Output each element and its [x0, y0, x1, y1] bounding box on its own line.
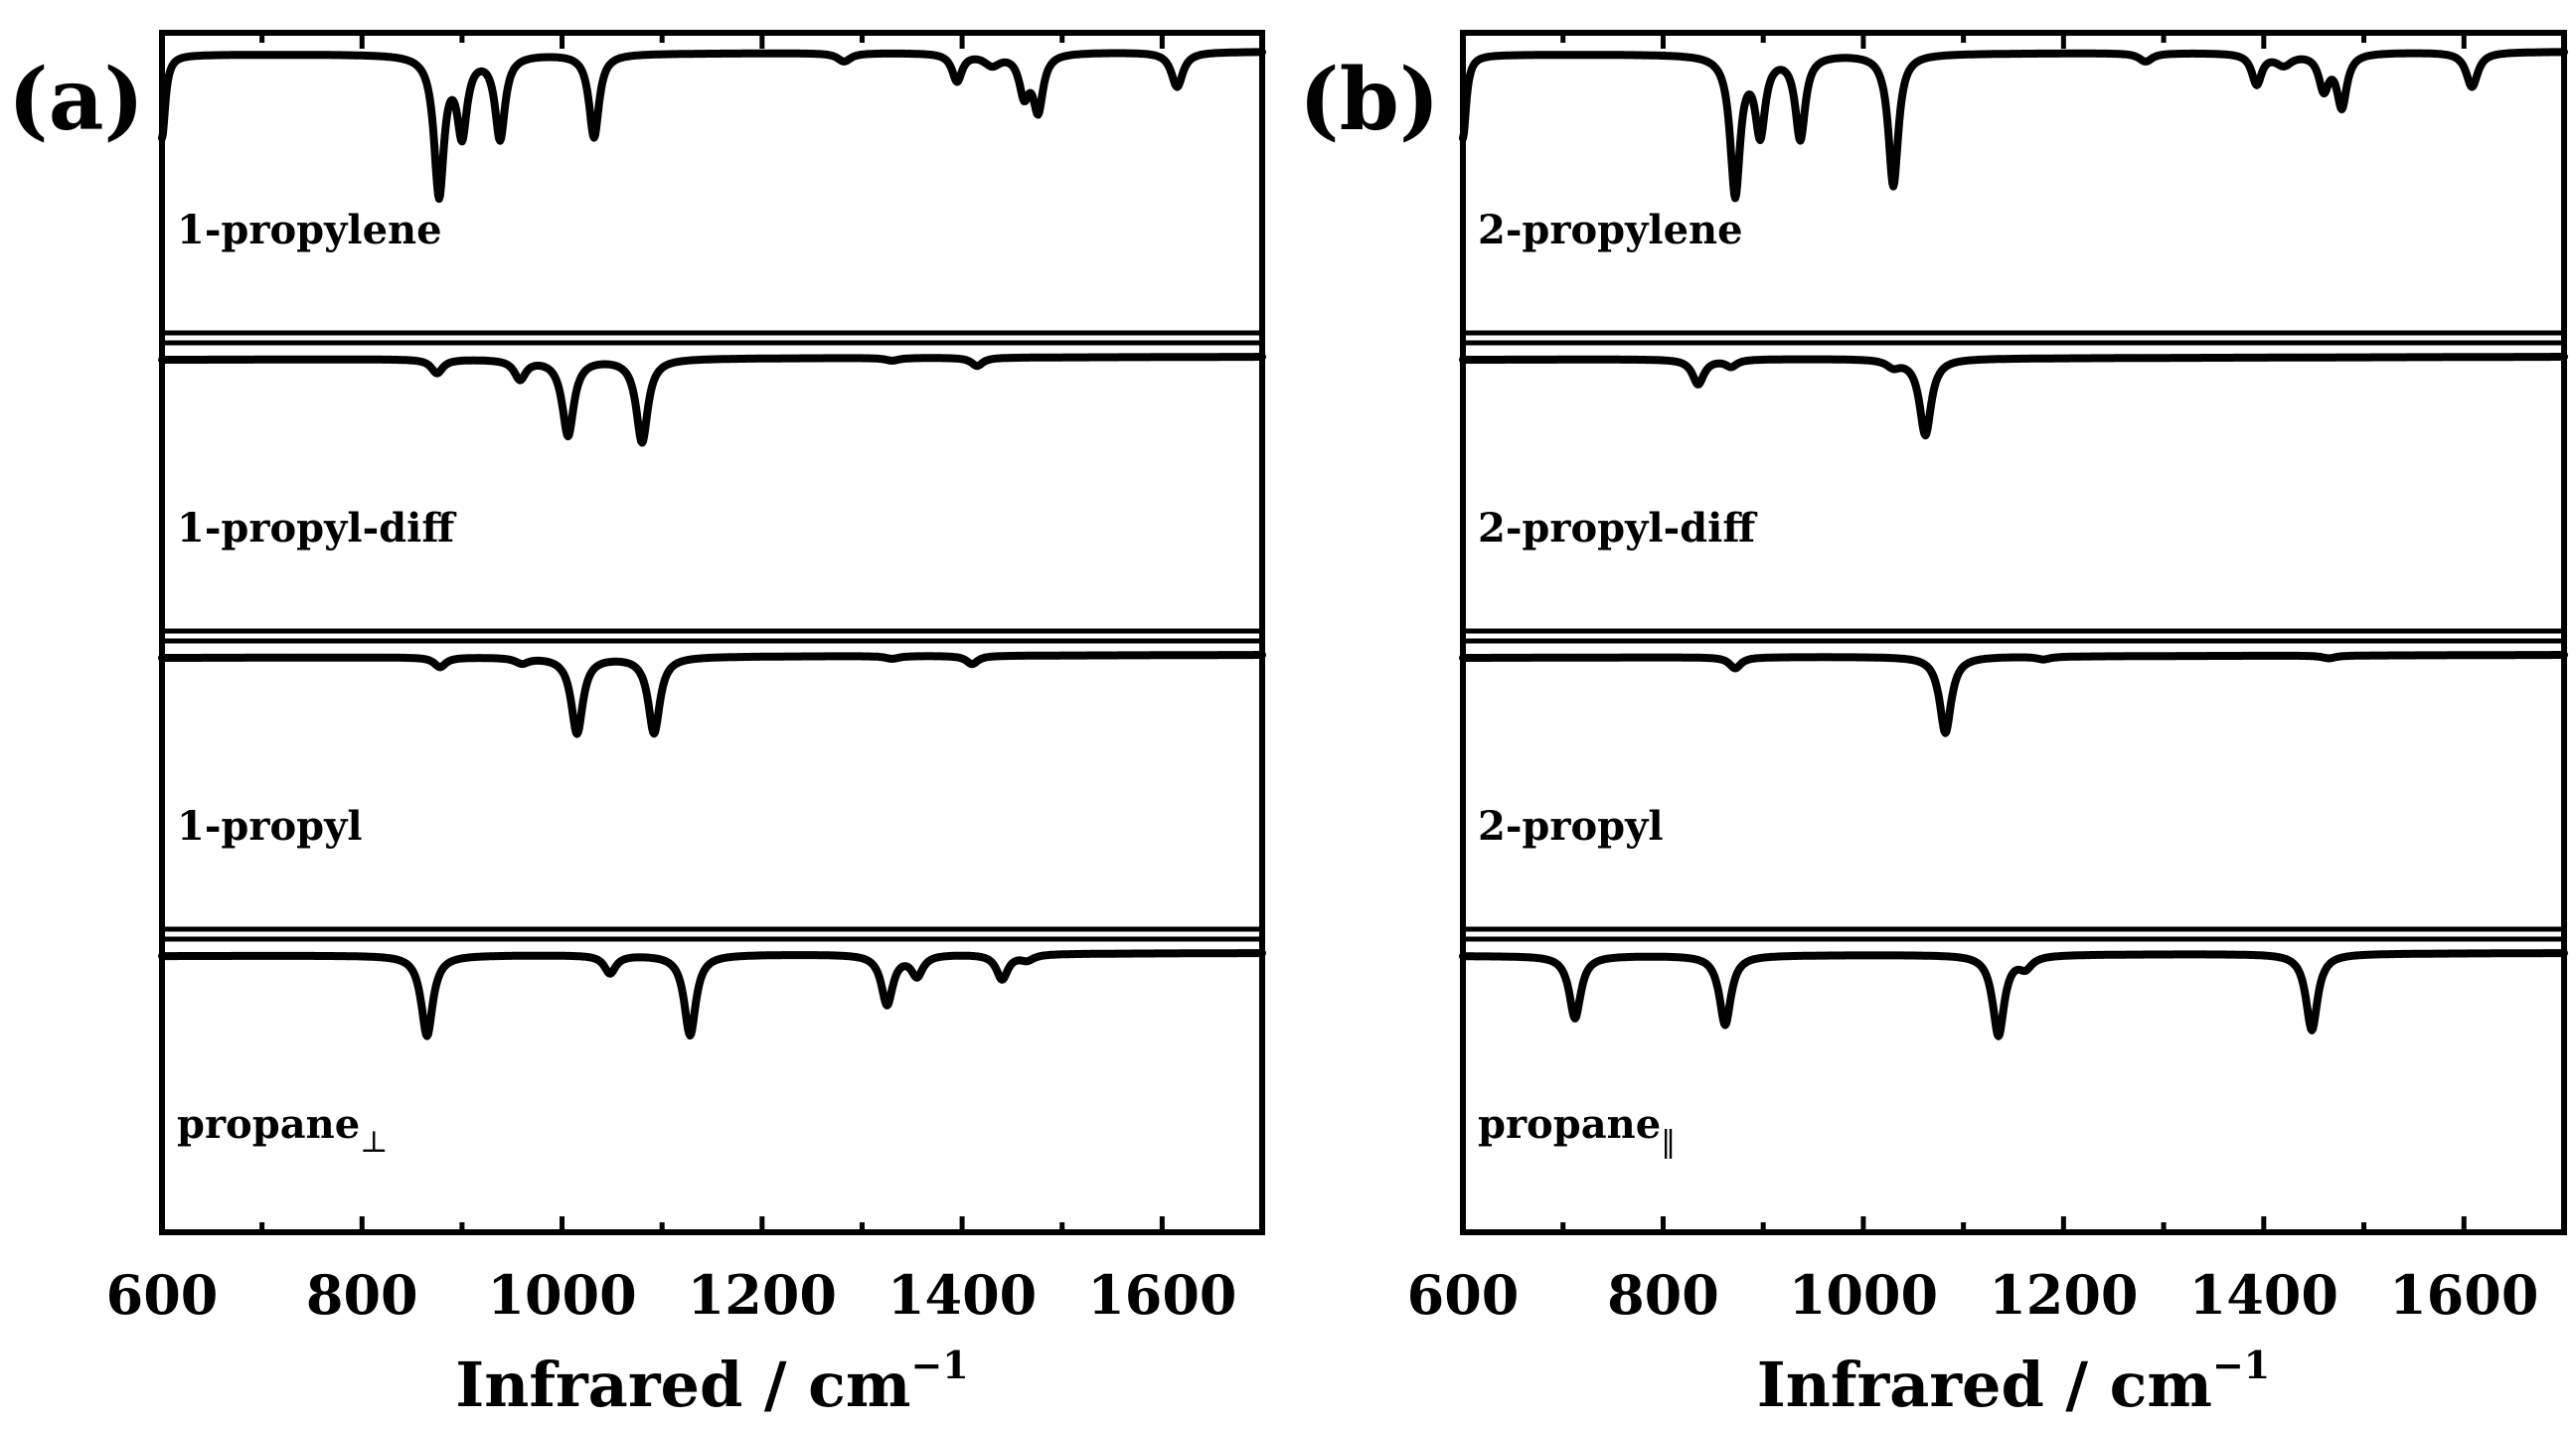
x-tick-label: 1000	[487, 1263, 636, 1327]
x-tick-label: 600	[1407, 1263, 1520, 1327]
x-tick-label: 1000	[1789, 1263, 1938, 1327]
series-line-2-propyl	[1459, 651, 2568, 737]
x-tick-label: 800	[306, 1263, 418, 1327]
series-label-subscript: ‖	[1661, 1125, 1676, 1160]
x-tick-label: 1400	[887, 1263, 1037, 1327]
x-tick-label: 1200	[1989, 1263, 2138, 1327]
series-label-text: 1-propylene	[177, 207, 442, 253]
x-tick-label: 1600	[1087, 1263, 1236, 1327]
x-tick-label: 800	[1607, 1263, 1719, 1327]
series-label-subscript: ⊥	[360, 1125, 388, 1160]
series-label: 2-propylene	[1478, 207, 1743, 253]
x-axis-title: Infrared / cm−1	[455, 1343, 969, 1421]
series-label-text: 2-propyl	[1478, 803, 1664, 850]
x-tick-label: 600	[106, 1263, 219, 1327]
series-label: propane‖	[1478, 1101, 1676, 1160]
panel-label: (b)	[1299, 50, 1440, 150]
series-label: 1-propyl	[177, 803, 363, 850]
x-axis-title-text: Infrared / cm	[1757, 1349, 2212, 1421]
series-line-2-propyl-diff	[1459, 353, 2568, 440]
panel-a: 600 800 1000 1200 1400 1600 Infrared / cm−1 (a)…	[8, 30, 1266, 1421]
series-line-propane-par	[1459, 949, 2568, 1040]
x-axis-title-text: Infrared / cm	[455, 1349, 910, 1421]
panel-b: 600 800 1000 1200 1400 1600 Infrared / cm−1 (b)…	[1299, 30, 2568, 1421]
series-line-propane-perp	[158, 949, 1266, 1040]
series-label-text: propane	[177, 1101, 360, 1148]
x-axis-title-exponent: −1	[2212, 1343, 2270, 1387]
series-label-text: 2-propylene	[1478, 207, 1743, 253]
series-label: 2-propyl	[1478, 803, 1664, 850]
x-tick-label: 1200	[688, 1263, 837, 1327]
panel-label: (a)	[8, 50, 144, 150]
x-tick-label: 1400	[2189, 1263, 2338, 1327]
series-line-1-propyl	[158, 651, 1266, 738]
x-axis-title-exponent: −1	[910, 1343, 968, 1387]
series-label-text: 1-propyl	[177, 803, 363, 850]
series-line-1-propyl-diff	[158, 353, 1266, 447]
x-tick-label: 1600	[2389, 1263, 2538, 1327]
series-label-text: 1-propyl-diff	[177, 505, 456, 552]
x-axis-title: Infrared / cm−1	[1757, 1343, 2271, 1421]
series-line-2-propylene	[1459, 48, 2568, 203]
series-line-1-propylene	[158, 48, 1266, 204]
series-label-text: propane	[1478, 1101, 1661, 1148]
series-label: 1-propylene	[177, 207, 442, 253]
series-label-text: 2-propyl-diff	[1478, 505, 1757, 552]
series-label: 1-propyl-diff	[177, 505, 456, 552]
series-label: propane⊥	[177, 1101, 388, 1160]
series-label: 2-propyl-diff	[1478, 505, 1757, 552]
